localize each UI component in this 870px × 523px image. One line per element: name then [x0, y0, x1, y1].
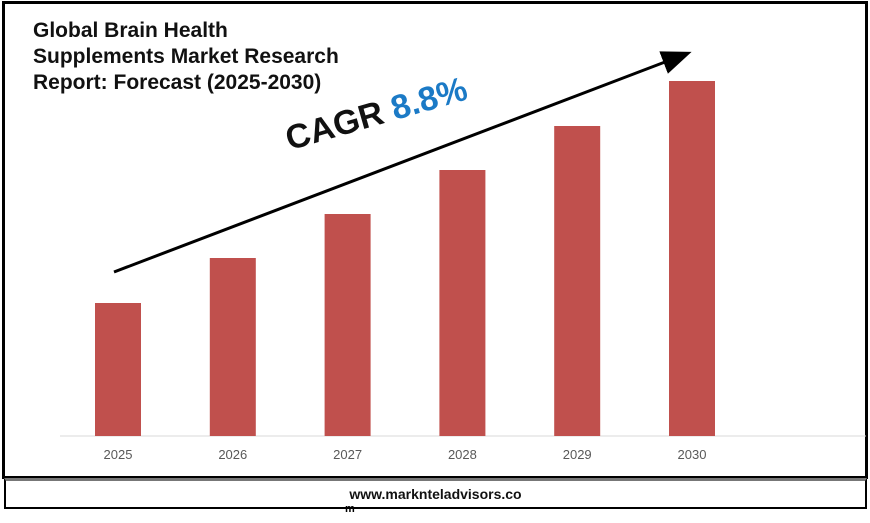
footer-website: www.marknteladvisors.co — [4, 478, 867, 509]
bar-2028 — [439, 170, 486, 436]
title-line-1: Global Brain Health — [33, 19, 228, 42]
chart-title: Global Brain Health Supplements Market R… — [33, 18, 339, 96]
x-tick-label: 2028 — [448, 447, 477, 462]
x-tick-label: 2029 — [563, 447, 592, 462]
x-tick-label: 2030 — [678, 447, 707, 462]
x-tick-label: 2026 — [218, 447, 247, 462]
x-tick-label: 2025 — [104, 447, 133, 462]
bar-2027 — [324, 214, 371, 436]
x-tick-label: 2027 — [333, 447, 362, 462]
bar-2026 — [209, 258, 256, 436]
cagr-trend-arrow — [113, 51, 692, 274]
title-line-3: Report: Forecast (2025-2030) — [33, 71, 322, 94]
chart-frame — [2, 1, 868, 479]
bar-2029 — [554, 126, 601, 436]
title-line-2: Supplements Market Research — [33, 45, 339, 68]
bar-2025 — [95, 303, 141, 436]
bar-2030 — [669, 81, 715, 436]
stray-glyph: m — [345, 503, 355, 515]
